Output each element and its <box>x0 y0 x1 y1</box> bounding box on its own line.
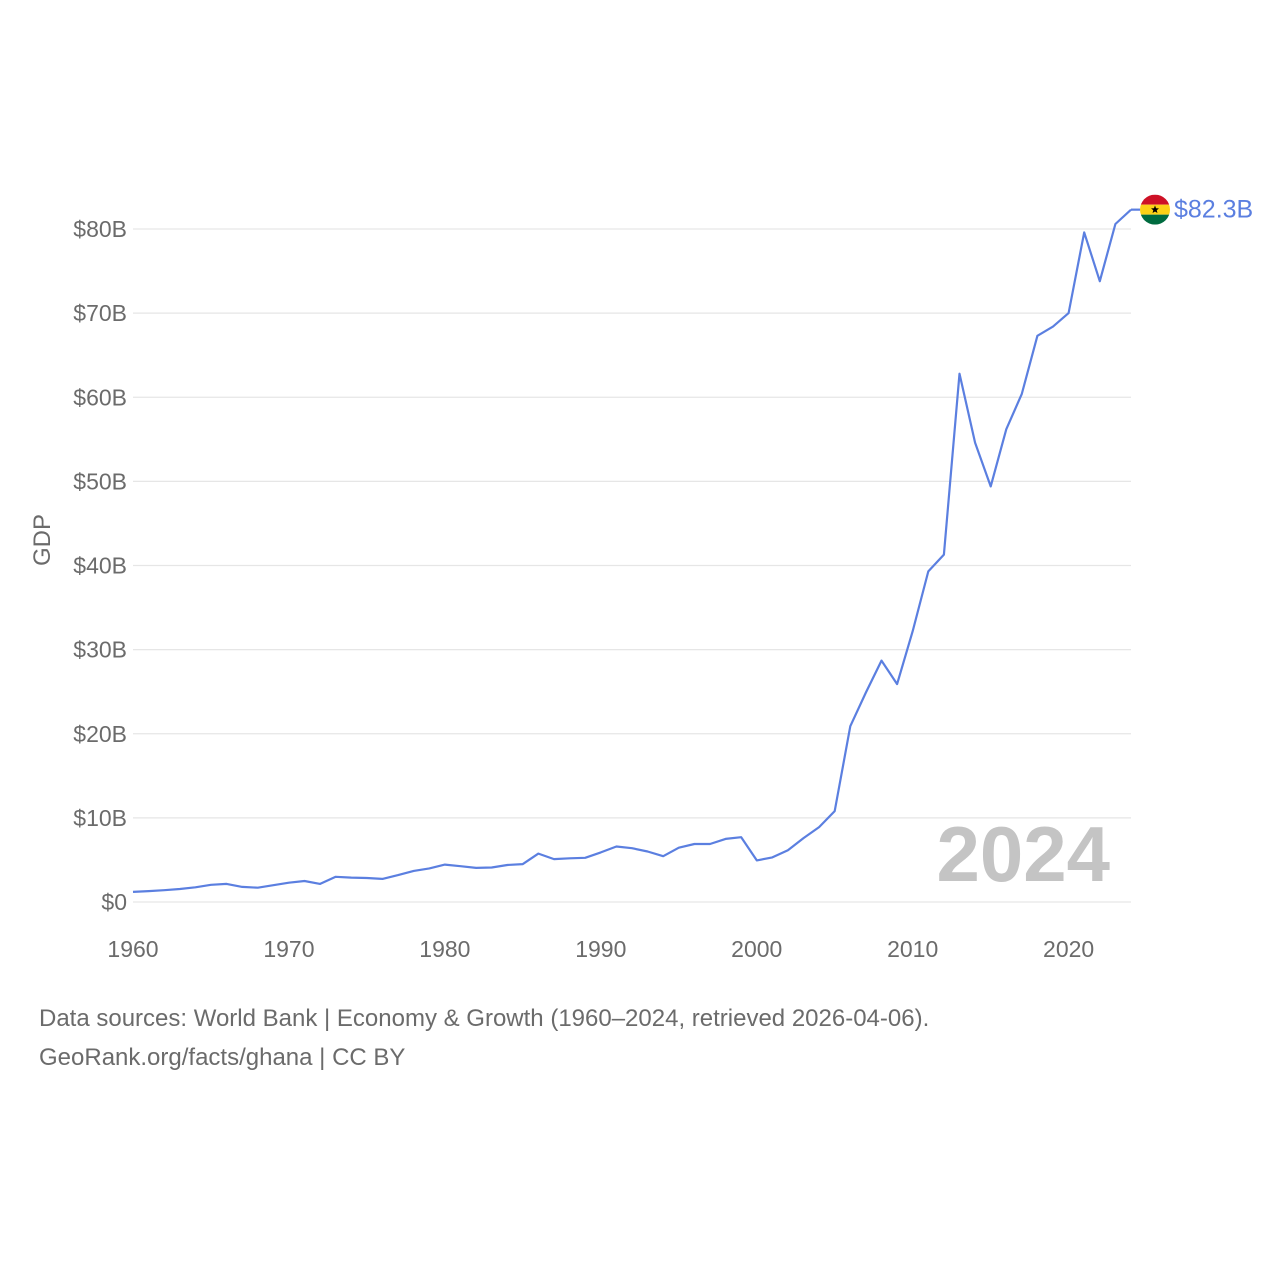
y-tick-label: $50B <box>73 468 127 494</box>
ghana-flag-icon <box>1131 194 1170 225</box>
y-tick-label: $20B <box>73 721 127 747</box>
source-attribution: Data sources: World Bank | Economy & Gro… <box>39 1005 930 1032</box>
end-value-label: $82.3B <box>1174 196 1253 224</box>
source-link-license[interactable]: GeoRank.org/facts/ghana | CC BY <box>39 1044 406 1071</box>
y-axis-ticks: $0 $10B $20B $30B $40B $50B $60B $70B $80B <box>73 216 127 915</box>
x-tick-label: 1970 <box>263 936 314 962</box>
y-tick-label: $30B <box>73 637 127 663</box>
x-tick-label: 2010 <box>887 936 938 962</box>
y-tick-label: $60B <box>73 384 127 410</box>
y-tick-label: $70B <box>73 300 127 326</box>
y-tick-label: $10B <box>73 805 127 831</box>
x-tick-label: 1980 <box>419 936 470 962</box>
gridlines <box>133 228 1131 903</box>
y-tick-label: $40B <box>73 553 127 579</box>
x-tick-label: 1990 <box>575 936 626 962</box>
series-line <box>132 208 1132 893</box>
series-layer <box>132 208 1132 893</box>
star-icon <box>1151 205 1159 214</box>
year-watermark: 2024 <box>936 810 1110 898</box>
x-tick-label: 1960 <box>107 936 158 962</box>
y-tick-label: $80B <box>73 216 127 242</box>
x-tick-label: 2020 <box>1043 936 1094 962</box>
y-axis-label: GDP <box>29 514 56 566</box>
x-tick-label: 2000 <box>731 936 782 962</box>
x-axis-ticks: 1960 1970 1980 1990 2000 2010 2020 <box>107 936 1094 962</box>
y-tick-label: $0 <box>101 889 127 915</box>
